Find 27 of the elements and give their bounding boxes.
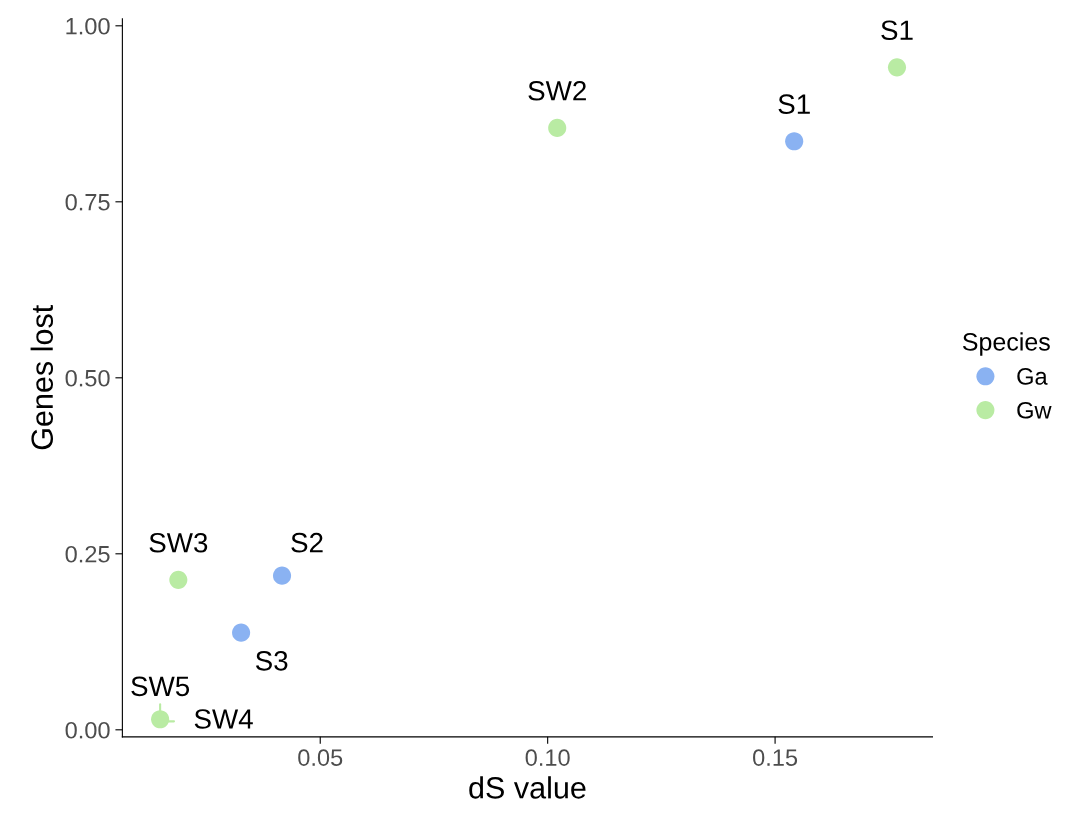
y-tick-label: 0.00 bbox=[65, 721, 110, 739]
annotation: S1 bbox=[881, 20, 913, 41]
y-tick-label: 0.25 bbox=[65, 545, 110, 563]
y-tick-label: 0.75 bbox=[65, 193, 110, 211]
legend-title: Species bbox=[962, 332, 1050, 356]
annotation: S1 bbox=[778, 94, 810, 114]
point bbox=[548, 118, 567, 137]
legend-label: Gw bbox=[1017, 401, 1052, 419]
point bbox=[785, 132, 804, 151]
legend-label: Ga bbox=[1017, 368, 1048, 385]
annotation: S3 bbox=[255, 651, 288, 671]
x-tick-label: 0.10 bbox=[525, 749, 570, 766]
annotation: SW5 bbox=[131, 676, 190, 697]
x-tick-label: 0.15 bbox=[753, 749, 798, 766]
point bbox=[232, 623, 251, 642]
y-axis-title: Genes lost bbox=[30, 305, 54, 450]
annotation: SW3 bbox=[149, 532, 208, 553]
point bbox=[887, 58, 907, 77]
x-tick-label: 0.05 bbox=[298, 749, 343, 766]
y-tick-label: 1.00 bbox=[66, 17, 110, 35]
annotation: SW4 bbox=[194, 709, 253, 729]
point bbox=[169, 570, 188, 589]
point bbox=[272, 566, 292, 585]
y-tick-label: 0.50 bbox=[65, 369, 110, 387]
annotation: S2 bbox=[291, 532, 323, 553]
annotation: SW2 bbox=[528, 80, 586, 101]
x-axis-title: dS value bbox=[469, 776, 586, 799]
